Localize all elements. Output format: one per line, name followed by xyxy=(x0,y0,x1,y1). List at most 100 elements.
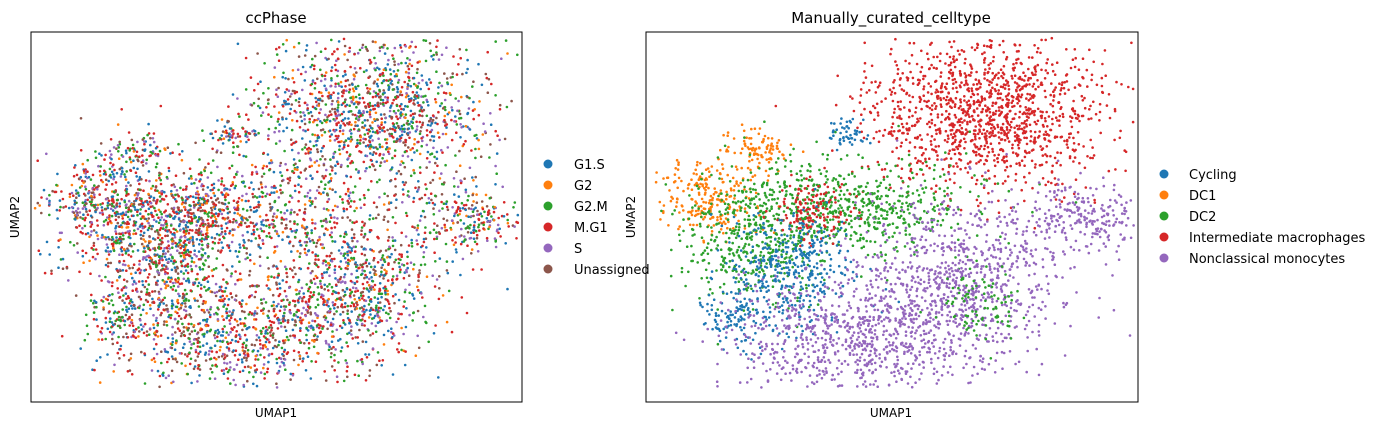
scatter-point xyxy=(368,374,371,378)
scatter-point xyxy=(436,39,439,42)
scatter-point xyxy=(374,330,378,334)
scatter-point xyxy=(184,364,187,368)
scatter-point xyxy=(274,142,278,145)
scatter-point xyxy=(413,171,416,175)
scatter-point xyxy=(386,228,389,232)
scatter-point xyxy=(152,199,155,202)
scatter-point xyxy=(235,330,238,333)
scatter-point xyxy=(296,315,300,319)
scatter-point xyxy=(302,295,306,299)
scatter-point xyxy=(220,177,224,180)
scatter-point xyxy=(256,358,260,361)
scatter-point xyxy=(137,335,140,338)
scatter-point xyxy=(108,237,111,241)
scatter-point xyxy=(229,366,232,369)
scatter-point xyxy=(173,348,177,352)
scatter-point xyxy=(149,195,153,198)
scatter-point xyxy=(357,102,360,106)
scatter-point xyxy=(416,61,420,64)
scatter-point xyxy=(288,112,292,115)
scatter-point xyxy=(313,312,317,315)
scatter-point xyxy=(404,45,408,48)
scatter-point xyxy=(384,67,387,70)
scatter-point xyxy=(238,260,241,264)
scatter-point xyxy=(395,172,399,175)
scatter-point xyxy=(400,253,404,256)
scatter-point xyxy=(124,149,128,152)
scatter-point xyxy=(516,53,519,57)
scatter-point xyxy=(70,191,74,195)
scatter-point xyxy=(129,169,133,172)
scatter-point xyxy=(452,177,456,180)
scatter-point xyxy=(134,208,137,211)
scatter-point xyxy=(232,309,235,312)
scatter-point xyxy=(260,190,264,194)
scatter-point xyxy=(356,138,359,142)
scatter-point xyxy=(425,134,429,137)
scatter-point xyxy=(258,264,262,268)
scatter-point xyxy=(378,145,382,149)
scatter-point xyxy=(100,338,104,341)
scatter-point xyxy=(166,284,169,288)
scatter-points-ccphase xyxy=(33,37,520,389)
scatter-point xyxy=(296,168,299,171)
scatter-point xyxy=(146,244,150,247)
scatter-point xyxy=(435,237,439,240)
scatter-point xyxy=(375,160,379,164)
scatter-point xyxy=(245,359,248,362)
scatter-point xyxy=(394,185,397,188)
scatter-point xyxy=(110,214,114,218)
scatter-point xyxy=(107,179,110,183)
scatter-point xyxy=(418,166,422,169)
scatter-point xyxy=(420,74,424,77)
scatter-point xyxy=(96,234,99,237)
scatter-point xyxy=(392,109,396,113)
scatter-point xyxy=(317,265,320,269)
scatter-point xyxy=(343,117,347,120)
scatter-point xyxy=(336,108,339,112)
scatter-point xyxy=(76,207,80,210)
scatter-point xyxy=(213,237,217,240)
scatter-point xyxy=(348,153,352,156)
scatter-point xyxy=(118,140,121,144)
scatter-point xyxy=(390,166,394,169)
scatter-point xyxy=(298,295,302,299)
scatter-point xyxy=(248,273,251,277)
scatter-point xyxy=(272,332,275,335)
scatter-point xyxy=(486,239,489,242)
scatter-point xyxy=(455,131,458,134)
scatter-point xyxy=(89,178,93,181)
scatter-point xyxy=(147,254,150,258)
scatter-point xyxy=(477,138,480,142)
scatter-point xyxy=(486,91,490,94)
scatter-point xyxy=(374,111,378,115)
scatter-point xyxy=(351,191,355,194)
scatter-point xyxy=(396,81,400,84)
scatter-point xyxy=(119,344,123,348)
scatter-point xyxy=(316,298,319,301)
scatter-point xyxy=(367,91,370,94)
scatter-point xyxy=(155,162,159,165)
scatter-point xyxy=(211,159,215,162)
scatter-point xyxy=(394,293,397,296)
scatter-point xyxy=(485,76,489,80)
scatter-point xyxy=(468,96,471,100)
scatter-point xyxy=(111,199,115,202)
scatter-point xyxy=(458,149,461,153)
scatter-point xyxy=(118,167,122,171)
scatter-point xyxy=(108,310,111,313)
scatter-point xyxy=(337,134,340,138)
scatter-point xyxy=(149,307,152,311)
scatter-point xyxy=(102,172,106,176)
scatter-point xyxy=(337,249,341,252)
scatter-point xyxy=(123,200,127,204)
scatter-point xyxy=(350,160,354,163)
scatter-point xyxy=(298,239,302,243)
scatter-point xyxy=(263,62,266,65)
scatter-point xyxy=(229,292,233,295)
scatter-point xyxy=(277,111,281,114)
scatter-point xyxy=(242,216,246,220)
scatter-point xyxy=(81,162,85,166)
scatter-point xyxy=(397,350,401,354)
scatter-point xyxy=(415,71,419,75)
